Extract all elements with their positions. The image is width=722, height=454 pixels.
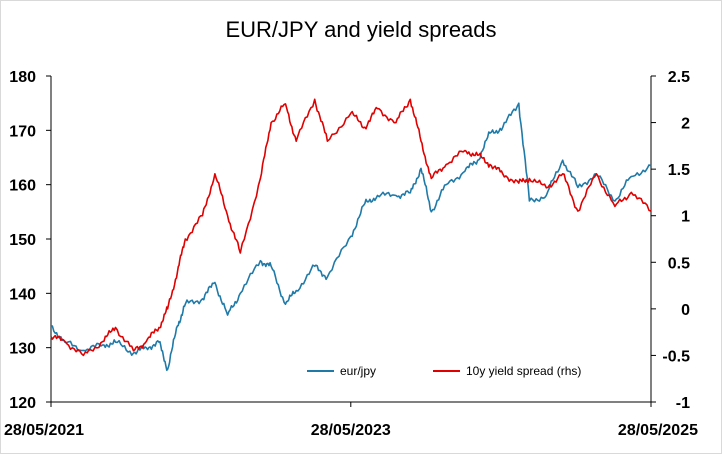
series-line-yield-spread: [50, 98, 652, 357]
series-line-eur-jpy: [50, 102, 652, 372]
x-tick-label: 28/05/2023: [311, 422, 391, 439]
right-tick-label: 1.5: [668, 162, 690, 179]
left-tick-label: 130: [9, 341, 36, 358]
right-tick-label: 2: [681, 116, 690, 133]
right-tick-label: 1: [681, 209, 690, 226]
x-axis-ticks: 28/05/2021 28/05/2023 28/05/2025: [4, 402, 698, 439]
right-tick-label: 2.5: [668, 69, 690, 86]
right-tick-label: 0.5: [668, 255, 690, 272]
right-tick-label: -0.5: [662, 348, 690, 365]
legend-label-yield-spread: 10y yield spread (rhs): [466, 364, 581, 378]
left-tick-label: 170: [9, 123, 36, 140]
left-tick-label: 140: [9, 286, 36, 303]
chart-axes: [50, 76, 652, 403]
legend-label-eur-jpy: eur/jpy: [340, 364, 376, 378]
left-tick-label: 120: [9, 395, 36, 412]
left-tick-label: 160: [9, 178, 36, 195]
left-tick-label: 150: [9, 232, 36, 249]
legend: eur/jpy 10y yield spread (rhs): [307, 364, 581, 378]
x-tick-label: 28/05/2021: [4, 422, 84, 439]
x-tick-label: 28/05/2025: [618, 422, 698, 439]
left-tick-label: 180: [9, 69, 36, 86]
chart-title: EUR/JPY and yield spreads: [225, 17, 497, 42]
right-tick-label: 0: [681, 302, 690, 319]
right-tick-label: -1: [676, 395, 690, 412]
right-axis-ticks: -1 -0.5 0 0.5 1 1.5 2 2.5: [651, 69, 690, 412]
series-layer: [50, 98, 652, 372]
left-axis-ticks: 120 130 140 150 160 170 180: [9, 69, 51, 412]
